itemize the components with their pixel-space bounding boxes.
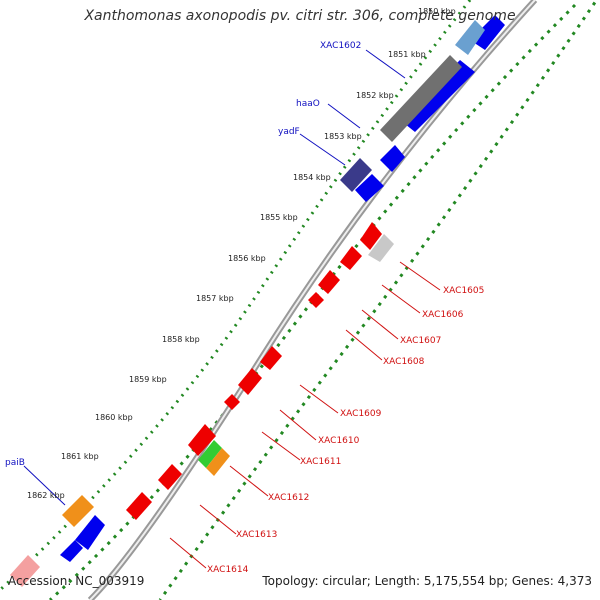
gene-forward [75, 515, 105, 550]
gene-label: XAC1602 [320, 41, 361, 51]
gene-orange [62, 495, 94, 527]
gene-reverse [126, 492, 152, 520]
gene-label: XAC1611 [300, 457, 341, 467]
kbp-label: 1858 kbp [162, 335, 200, 344]
gene-label: paiB [5, 458, 25, 468]
gene-label: haaO [296, 99, 320, 109]
gene-reverse [158, 464, 182, 490]
kbp-labels: 1850 kbp 1851 kbp 1852 kbp 1853 kbp 1854… [27, 7, 456, 500]
genome-title: Xanthomonas axonopodis pv. citri str. 30… [84, 8, 516, 24]
gene-reverse [188, 424, 216, 456]
gene-label: XAC1613 [236, 530, 277, 540]
gene-label: XAC1609 [340, 409, 382, 419]
gene-reverse [260, 346, 282, 370]
gene-label: XAC1605 [443, 286, 484, 296]
gene-reverse [360, 222, 382, 250]
gene-pink [10, 555, 40, 587]
gene-forward [380, 145, 405, 172]
kbp-label: 1861 kbp [61, 452, 99, 461]
far-tick-ring [0, 0, 472, 592]
kbp-label: 1852 kbp [356, 91, 394, 100]
gene-forward [400, 60, 475, 132]
kbp-label: 1857 kbp [196, 294, 234, 303]
gene-lightgrey [368, 234, 394, 262]
gene-green [198, 440, 222, 468]
reverse-genes [126, 222, 382, 520]
gene-grey [380, 55, 462, 142]
leader-lines-top [23, 49, 406, 506]
accession-label: Accession: NC_003919 [8, 574, 145, 588]
gene-reverse [308, 292, 324, 308]
gene-reverse [224, 394, 240, 410]
leader-lines-bottom [169, 261, 441, 569]
kbp-label: 1853 kbp [324, 132, 362, 141]
gene-orange [206, 448, 230, 476]
kbp-label: 1850 kbp [418, 7, 456, 16]
forward-genes [60, 15, 505, 562]
gene-lightblue [455, 20, 485, 55]
gene-reverse [318, 270, 340, 294]
kbp-label: 1862 kbp [27, 491, 65, 500]
gene-label: XAC1606 [422, 310, 464, 320]
kbp-label: 1859 kbp [129, 375, 167, 384]
gene-reverse [340, 246, 362, 270]
gene-labels-bottom: XAC1605 XAC1606 XAC1607 XAC1608 XAC1609 … [207, 286, 484, 575]
gene-forward [60, 540, 83, 562]
kbp-label: 1855 kbp [260, 213, 298, 222]
backbone-ring-highlight [89, 0, 536, 600]
gene-label: XAC1607 [400, 336, 441, 346]
genome-summary: Topology: circular; Length: 5,175,554 bp… [262, 574, 592, 588]
gene-label: XAC1612 [268, 493, 309, 503]
gene-label: XAC1608 [383, 357, 425, 367]
kbp-label: 1856 kbp [228, 254, 266, 263]
kbp-label: 1854 kbp [293, 173, 331, 182]
gene-forward [470, 15, 505, 50]
gene-labels-top: XAC1602 haaO yadF paiB [5, 41, 361, 468]
gene-forward [355, 174, 384, 202]
gene-reverse [238, 368, 262, 395]
other-genes-top [10, 20, 485, 587]
outer-tick-ring [48, 3, 577, 600]
kbp-label: 1860 kbp [95, 413, 133, 422]
other-genes-bottom [198, 234, 394, 476]
gene-label: XAC1610 [318, 436, 360, 446]
gene-slate [340, 158, 372, 192]
kbp-label: 1851 kbp [388, 50, 426, 59]
gene-label: yadF [278, 127, 300, 137]
gene-label: XAC1614 [207, 565, 249, 575]
